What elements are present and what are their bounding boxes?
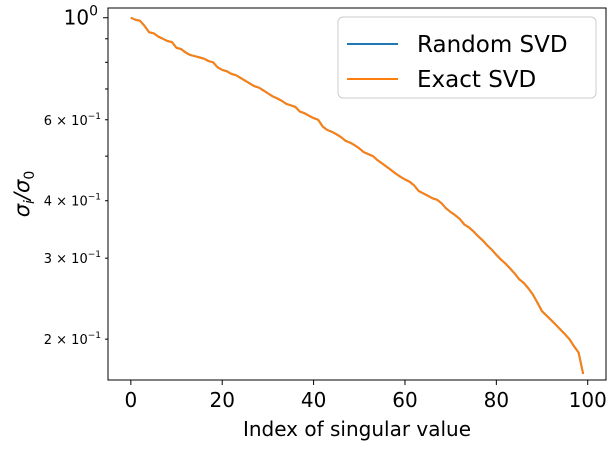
y-minor-tick-label: 6 × 10−1	[44, 112, 101, 129]
y-axis-label: σi/σ0	[10, 171, 38, 218]
y-label-sub-i: i	[22, 200, 38, 204]
series-line-exact-svd	[130, 16, 585, 375]
legend: Random SVD Exact SVD	[337, 16, 597, 99]
plot-frame	[107, 7, 607, 381]
y-axis: 100 6 × 10−1 4 × 10−1 3 × 10−1 2 × 10−1	[44, 4, 108, 348]
y-label-slash: /	[10, 191, 34, 202]
x-tick-label: 80	[484, 388, 509, 412]
y-minor-tick-label: 3 × 10−1	[44, 250, 101, 267]
x-tick-label: 60	[392, 388, 417, 412]
x-tick-label: 20	[209, 388, 234, 412]
legend-label: Random SVD	[417, 32, 568, 58]
y-minor-tick-label: 4 × 10−1	[44, 193, 101, 210]
y-label-sub-0: 0	[22, 171, 38, 180]
x-axis-label: Index of singular value	[243, 417, 471, 441]
svg-text:σi/σ0: σi/σ0	[10, 171, 38, 218]
y-minor-tick-label: 2 × 10−1	[44, 331, 101, 348]
legend-label: Exact SVD	[417, 67, 536, 93]
y-major-tick-label: 100	[64, 4, 98, 30]
x-tick-label: 100	[569, 388, 607, 412]
y-label-sigma-i: σ	[10, 203, 34, 217]
y-label-sigma-0: σ	[10, 179, 34, 193]
x-tick-label: 0	[124, 388, 137, 412]
x-axis: 0 20 40 60 80 100	[124, 380, 607, 412]
legend-box	[337, 16, 597, 99]
series-layer	[130, 16, 585, 375]
x-tick-label: 40	[301, 388, 326, 412]
